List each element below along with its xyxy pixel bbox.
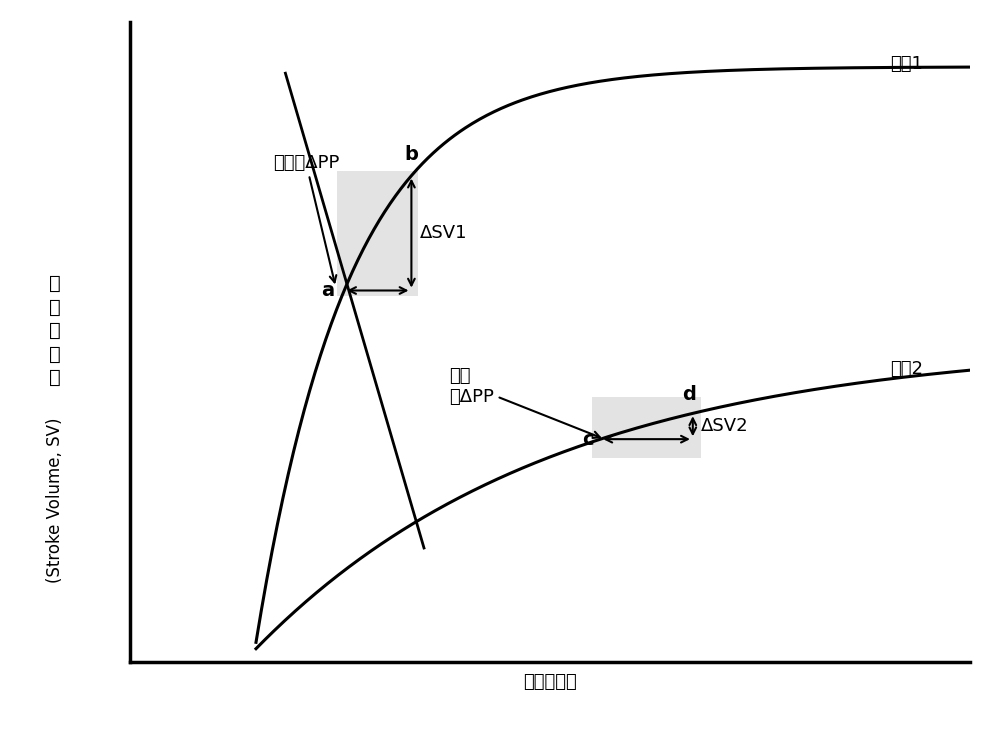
Bar [592, 398, 701, 459]
Text: c: c [582, 430, 594, 448]
Text: ΔSV2: ΔSV2 [701, 417, 749, 435]
X-axis label: 心脏前负荷: 心脏前负荷 [523, 673, 577, 691]
Text: 患者1: 患者1 [890, 55, 923, 73]
Text: ΔSV1: ΔSV1 [420, 224, 467, 242]
Text: d: d [682, 384, 696, 404]
Bar [337, 171, 418, 295]
Text: 较低
的ΔPP: 较低 的ΔPP [449, 368, 600, 438]
Text: 每
搏
输
出
量: 每 搏 输 出 量 [49, 274, 61, 387]
Text: a: a [321, 281, 334, 300]
Text: 较高的ΔPP: 较高的ΔPP [273, 154, 339, 282]
Text: (Stroke Volume, SV): (Stroke Volume, SV) [46, 417, 64, 583]
Text: b: b [404, 146, 418, 164]
Text: 患者2: 患者2 [890, 359, 923, 378]
